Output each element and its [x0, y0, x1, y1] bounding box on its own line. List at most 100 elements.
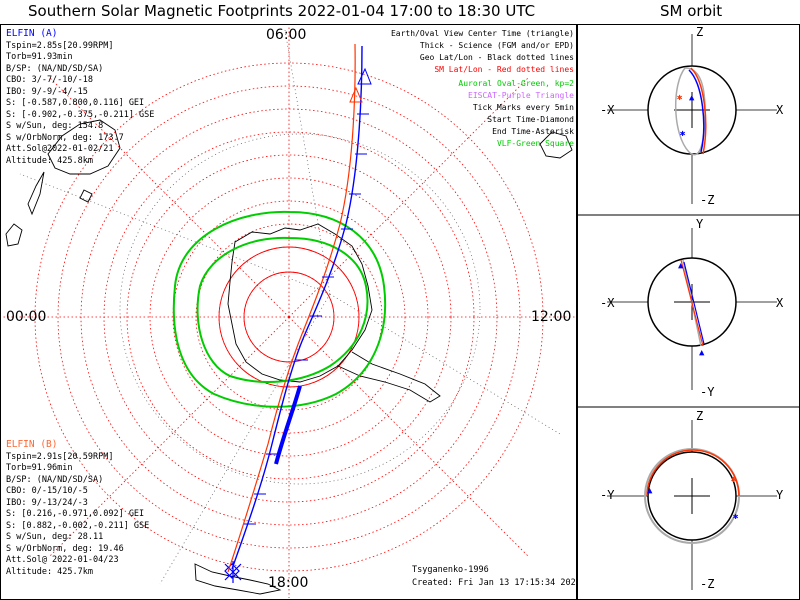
orbit-axis-label: -X [600, 103, 615, 117]
probe-a-line: S: [-0.587,0.800,0.116] GEI [6, 98, 145, 108]
antarctica-coast [227, 223, 373, 383]
sm-lon-line [48, 316, 290, 558]
geo-lon-line [329, 293, 561, 435]
australia-coast [47, 119, 121, 175]
orbit-axis-label: X [776, 296, 784, 310]
geo-lat-circle [119, 133, 481, 485]
legend-item: Start Time-Diamond [487, 115, 574, 124]
probe-b-name: ELFIN (B) [6, 439, 58, 450]
probe-b-line: S: [0.216,-0.971,0.092] GEI [6, 509, 145, 519]
orbit-marker: ▲ [699, 348, 705, 358]
sm-lat-circle [34, 62, 544, 572]
probe-b-center-triangle [349, 86, 363, 103]
auroral-oval-equatorward [172, 210, 387, 408]
legend-item: End Time-Asterisk [492, 127, 574, 136]
legend-item: Earth/Oval View Center Time (triangle) [390, 29, 574, 38]
sm-inner-circle [243, 271, 335, 363]
orbit-axis-label: -Y [600, 488, 615, 502]
mlt-label-top: 06:00 [266, 27, 307, 43]
probe-b-line: Tspin=2.91s[20.59RPM] [6, 451, 114, 462]
probe-a-orbit [688, 69, 705, 153]
probe-b-line: CBO: 0/-15/10/-5 [6, 486, 88, 496]
tasmania-coast [79, 189, 93, 203]
orbit-title: SM orbit [660, 2, 723, 20]
legend-item: Auroral Oval-Green, kp=2 [458, 79, 574, 88]
model-credit: Tsyganenko-1996 [412, 565, 489, 575]
legend-item: Tick Marks every 5min [472, 103, 574, 112]
probe-b-info: ELFIN (B) Tspin=2.91s[20.59RPM] Torb=91.… [6, 440, 149, 579]
probe-b-line: S w/OrbNorm, deg: 19.46 [6, 543, 124, 554]
legend-item: Geo Lat/Lon - Black dotted lines [419, 53, 574, 62]
probe-a-line: B/SP: (NA/ND/SD/SA) [6, 63, 104, 74]
page-title: Southern Solar Magnetic Footprints 2022-… [28, 2, 536, 20]
probe-a-science-segment [274, 385, 302, 465]
orbit-marker: ✱ [677, 93, 683, 103]
orbit-panel-xz: ▲ ✱ ✱ [607, 34, 777, 204]
probe-b-orbit [680, 259, 704, 347]
probe-b-line: Altitude: 425.7km [6, 566, 93, 577]
probe-a-line: Att.Sol@2022-01-02/21 [6, 144, 114, 154]
probe-a-info: ELFIN (A) Tspin=2.85s[20.99RPM] Torb=91.… [6, 29, 154, 168]
probe-b-line: S: [0.882,-0.002,-0.211] GSE [6, 520, 150, 531]
legend-item: SM Lat/Lon - Red dotted lines [434, 65, 574, 74]
orbit-marker: ▲ [678, 261, 684, 271]
antarctic-peninsula [337, 351, 441, 403]
probe-a-line: Torb=91.93min [6, 52, 73, 62]
probe-a-footprint-line [231, 45, 363, 570]
orbit-marker: ▲ [647, 486, 653, 496]
probe-a-line: CBO: 3/-7/-10/-18 [6, 75, 93, 85]
probe-a-line: S: [-0.902,-0.375,-0.211] GSE [6, 109, 155, 120]
probe-b-orbit [690, 67, 707, 155]
orbit-axis-label: X [776, 103, 784, 117]
sm-lat-circle [126, 154, 452, 480]
orbit-panels: ▲ ✱ ✱ ▲ ▲ ▲ ✱ ✱ [577, 24, 800, 600]
legend-item: EISCAT-Purple Triangle [468, 91, 574, 100]
mlt-label-bottom: 18:00 [268, 575, 309, 591]
sm-lon-line [288, 316, 530, 558]
probe-a-name: ELFIN (A) [6, 28, 58, 39]
orbit-marker: ▲ [689, 93, 695, 103]
orbit-path [675, 67, 706, 156]
probe-b-orbit [646, 449, 740, 497]
probe-b-line: Att.Sol@ 2022-01-04/23 [6, 555, 119, 565]
probe-a-line: Altitude: 425.8km [6, 155, 93, 166]
probe-b-line: IBO: 9/-13/24/-3 [6, 497, 88, 508]
africa-tip-coast [539, 131, 573, 159]
mlt-label-left: 00:00 [6, 309, 47, 325]
probe-a-end-asterisk [224, 561, 242, 583]
orbit-panel-yz: ▲ ✱ ✱ [607, 420, 777, 590]
legend-item: Thick - Science (FGM and/or EPD) [419, 41, 574, 50]
sm-inner-circle [218, 246, 360, 388]
orbit-panel-xy: ▲ ▲ [607, 228, 777, 390]
probe-b-line: B/SP: (NA/ND/SD/SA) [6, 474, 104, 485]
orbit-marker: ✱ [733, 512, 739, 522]
probe-b-track [227, 43, 363, 573]
probe-a-line: IBO: 9/-9/-4/-15 [6, 86, 88, 97]
probe-a-line: S w/Sun, deg: 154.8 [6, 121, 104, 131]
orbit-axis-label: Z [696, 409, 704, 423]
south-america-coast [194, 563, 282, 595]
orbit-marker: ✱ [680, 129, 686, 139]
orbit-axis-label: Y [776, 488, 784, 502]
orbit-axis-label: -X [600, 296, 615, 310]
tick-marks [244, 113, 369, 525]
orbit-axis-label: Y [696, 217, 704, 231]
sm-lat-circle [149, 177, 429, 457]
probe-a-line: S w/OrbNorm, deg: 173.7 [6, 132, 124, 143]
orbit-axis-label: -Z [700, 193, 715, 207]
sm-lon-line [48, 76, 290, 318]
mlt-label-right: 12:00 [531, 309, 572, 325]
probe-a-track [224, 45, 372, 583]
orbit-axis-label: -Y [700, 385, 715, 399]
footprint-map [0, 24, 577, 600]
legend-item: VLF-Green Square [496, 139, 574, 148]
orbit-marker: ✱ [731, 475, 737, 485]
probe-b-line: S w/Sun, deg: 28.11 [6, 532, 104, 542]
auroral-oval-poleward [196, 236, 369, 383]
probe-b-footprint-line [227, 43, 356, 573]
probe-a-line: Tspin=2.85s[20.99RPM] [6, 40, 114, 51]
created-timestamp: Created: Fri Jan 13 17:15:34 2023 [412, 578, 581, 588]
auroral-oval [172, 210, 387, 408]
continents [5, 119, 573, 595]
